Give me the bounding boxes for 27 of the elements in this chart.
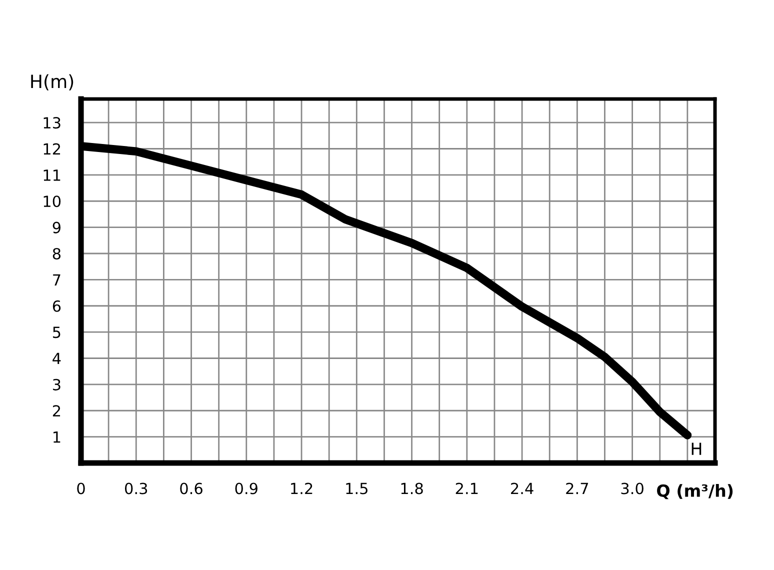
y-tick-label: 6 [52,300,61,312]
annotation: H [692,442,702,455]
x-tick-label: 1.2 [291,482,312,494]
y-tick-label: 9 [52,222,60,234]
y-tick-label: 3 [53,378,60,390]
x-tick-label: 0.3 [124,482,148,494]
x-tick-label: 2.7 [566,482,588,494]
x-tick-label: 2.1 [456,482,478,494]
y-tick-label: 10 [44,196,61,208]
x-tick-label: 0 [77,482,85,494]
y-tick-label: 1 [54,431,60,443]
y-tick-label: 13 [44,117,60,129]
y-tick-label: 5 [53,326,60,338]
y-axis-title: H(m) [31,74,74,90]
x-tick-label: 1.8 [401,482,423,494]
y-tick-label: 7 [53,274,60,286]
y-tick-label: 11 [44,170,60,181]
y-tick-label: 4 [52,352,61,364]
y-tick-label: 2 [52,405,60,416]
y-tick-label: 8 [52,248,61,260]
x-tick-label: 0.6 [180,482,202,494]
x-tick-label: 3.0 [621,482,644,494]
x-tick-label: 1.5 [346,482,368,494]
x-tick-label: 0.9 [235,482,258,494]
y-tick-label: 12 [44,143,60,155]
x-tick-label: 2.4 [511,482,534,494]
x-axis-title: Q (m³/h) [657,484,733,500]
